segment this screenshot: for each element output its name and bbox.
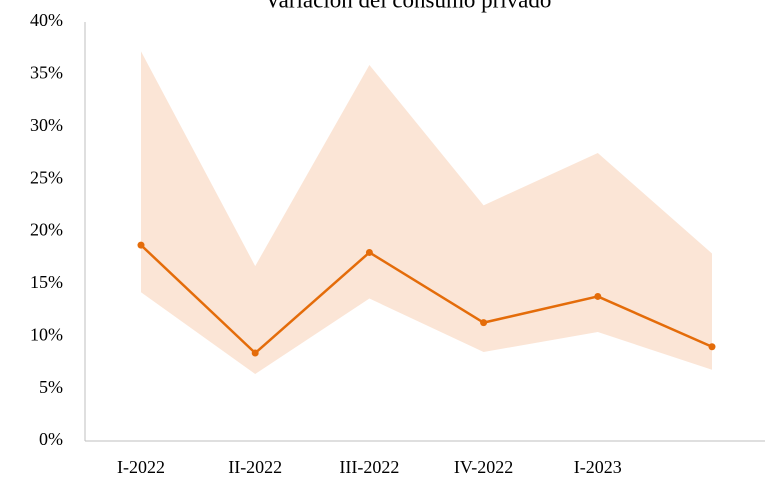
point [480, 319, 488, 327]
y-tick-label: 15% [30, 272, 63, 292]
x-tick-label: IV-2022 [454, 457, 513, 477]
x-tick-label: III-2022 [339, 457, 399, 477]
point [137, 241, 145, 249]
y-tick-label: 25% [30, 167, 63, 187]
point [708, 343, 716, 351]
x-tick-label: I-2022 [117, 457, 165, 477]
y-tick-label: 30% [30, 115, 63, 135]
y-tick-label: 0% [39, 429, 63, 449]
y-tick-label: 20% [30, 220, 63, 240]
band-area [141, 51, 712, 374]
point [251, 349, 259, 357]
y-tick-label: 40% [30, 10, 63, 30]
point [594, 292, 602, 300]
point [365, 248, 373, 256]
chart-title: Variación del consumo privado [265, 0, 552, 12]
y-tick-label: 10% [30, 324, 63, 344]
y-tick-label: 5% [39, 377, 63, 397]
x-tick-label: I-2023 [574, 457, 622, 477]
y-tick-label: 35% [30, 63, 63, 83]
series-line [140, 244, 713, 355]
x-tick-label: II-2022 [228, 457, 282, 477]
